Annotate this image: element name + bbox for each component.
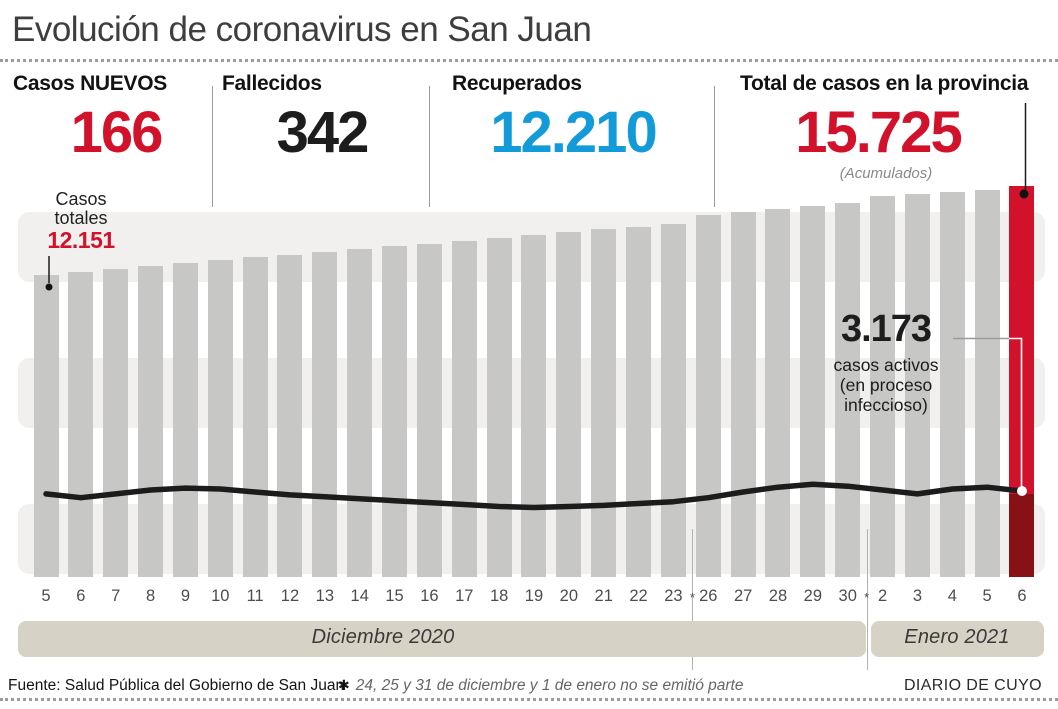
annotation-casos-totales-line2: totales — [54, 208, 108, 228]
axis-label: 5 — [982, 587, 992, 605]
annotation-activos-value: 3.173 — [840, 308, 932, 350]
axis-label: 19 — [524, 587, 544, 605]
bar-total — [207, 260, 233, 577]
annotation-casos-totales-line1: Casos — [55, 189, 107, 209]
bar-total — [242, 257, 268, 577]
bar-total — [939, 191, 965, 577]
credit-text: DIARIO DE CUYO — [903, 677, 1042, 694]
bar-total — [416, 243, 442, 577]
axis-label: 10 — [211, 587, 230, 605]
axis-label: 2 — [877, 587, 888, 605]
month-band-december — [18, 621, 866, 657]
bar-total — [138, 266, 164, 577]
axis-label: 4 — [947, 587, 957, 605]
bar-total — [33, 274, 59, 577]
axis-label: 27 — [733, 587, 753, 605]
bar-total — [974, 190, 1000, 577]
footnote-asterisk-icon: ✱ — [338, 677, 350, 693]
axis-label: 13 — [315, 587, 335, 605]
bar-total — [835, 203, 861, 577]
month-band-january — [871, 621, 1044, 657]
axis-label: 26 — [699, 587, 718, 605]
axis-label: 23 — [664, 587, 683, 605]
axis-label: 8 — [145, 587, 156, 605]
stat-value-total: 15.725 — [795, 100, 962, 165]
bar-total — [591, 229, 617, 577]
bar-total — [382, 246, 408, 577]
stat-label-total: Total de casos en la provincia — [740, 72, 1029, 95]
stat-value-recuperados: 12.210 — [490, 100, 657, 165]
bar-total — [103, 268, 129, 577]
axis-label: 17 — [455, 587, 474, 605]
annotation-casos-totales: Casos totales 12.151 — [31, 189, 131, 253]
bar-active-below-line — [1009, 494, 1035, 577]
axis-label: 3 — [912, 587, 923, 605]
axis-label: 30 — [838, 587, 857, 605]
page-title: Evolución de coronavirus en San Juan — [12, 10, 592, 49]
axis-label: 20 — [559, 587, 579, 605]
bar-total — [904, 193, 930, 577]
bar-total — [870, 195, 896, 577]
axis-label: 6 — [1017, 587, 1027, 605]
axis-label: 29 — [803, 587, 823, 605]
axis-label: 14 — [350, 587, 369, 605]
stat-label-nuevos: Casos NUEVOS — [13, 72, 167, 95]
bar-total — [451, 240, 477, 577]
axis-label: 7 — [111, 587, 121, 605]
footnote-text: 24, 25 y 31 de diciembre y 1 de enero no… — [355, 677, 744, 694]
stat-value-nuevos: 166 — [70, 100, 164, 165]
annotation-activos-line2: (en proceso — [839, 375, 933, 395]
axis-label: 18 — [489, 587, 509, 605]
footnote: ✱ 24, 25 y 31 de diciembre y 1 de enero n… — [338, 677, 743, 695]
month-label-january: Enero 2021 — [904, 626, 1010, 648]
axis-label: 12 — [280, 587, 300, 605]
bottom-dotted-rule — [0, 698, 1058, 701]
axis-label: 11 — [246, 587, 264, 605]
bar-total — [347, 249, 373, 577]
bar-total — [660, 223, 686, 577]
bar-total — [765, 209, 791, 577]
bar-total — [626, 226, 652, 577]
axis-label: 22 — [629, 587, 648, 605]
annotation-casos-totales-value: 12.151 — [47, 227, 115, 253]
skipped-day-divider-line — [866, 529, 868, 670]
bar-total — [556, 232, 582, 577]
axis-label: 15 — [385, 587, 404, 605]
stat-sublabel-acumulados: (Acumulados) — [839, 165, 933, 182]
bar-total — [312, 251, 338, 577]
bar-total — [172, 263, 198, 577]
annotation-activos-line3: infeccioso) — [844, 395, 928, 415]
axis-label: 5 — [41, 587, 51, 605]
axis-label: 28 — [768, 587, 788, 605]
stat-separator — [714, 86, 715, 207]
annotation-activos-line1: casos activos — [833, 355, 939, 375]
bar-total — [521, 235, 547, 577]
source-text: Fuente: Salud Pública del Gobierno de Sa… — [8, 677, 345, 694]
bar-total — [277, 254, 303, 577]
stat-separator — [212, 86, 213, 207]
bar-total — [486, 237, 512, 577]
axis-skipped-asterisk: * — [689, 590, 695, 605]
axis-label: 21 — [594, 587, 613, 605]
bar-total — [695, 214, 721, 577]
annotation-casos-activos: 3.173 casos activos (en proceso infeccio… — [786, 310, 986, 415]
stat-separator — [429, 86, 430, 207]
axis-label: 9 — [180, 587, 191, 605]
stat-value-fallecidos: 342 — [276, 100, 370, 165]
axis-skipped-asterisk: * — [864, 590, 870, 605]
stat-label-fallecidos: Fallecidos — [222, 72, 322, 95]
axis-label: 16 — [420, 587, 439, 605]
bar-total — [730, 211, 756, 577]
stat-label-recuperados: Recuperados — [452, 72, 582, 95]
bar-total — [68, 271, 94, 577]
month-label-december: Diciembre 2020 — [311, 626, 455, 648]
bar-total — [800, 206, 826, 577]
skipped-day-divider-line — [692, 529, 694, 670]
axis-label: 6 — [76, 587, 86, 605]
top-dotted-rule — [0, 59, 1058, 62]
